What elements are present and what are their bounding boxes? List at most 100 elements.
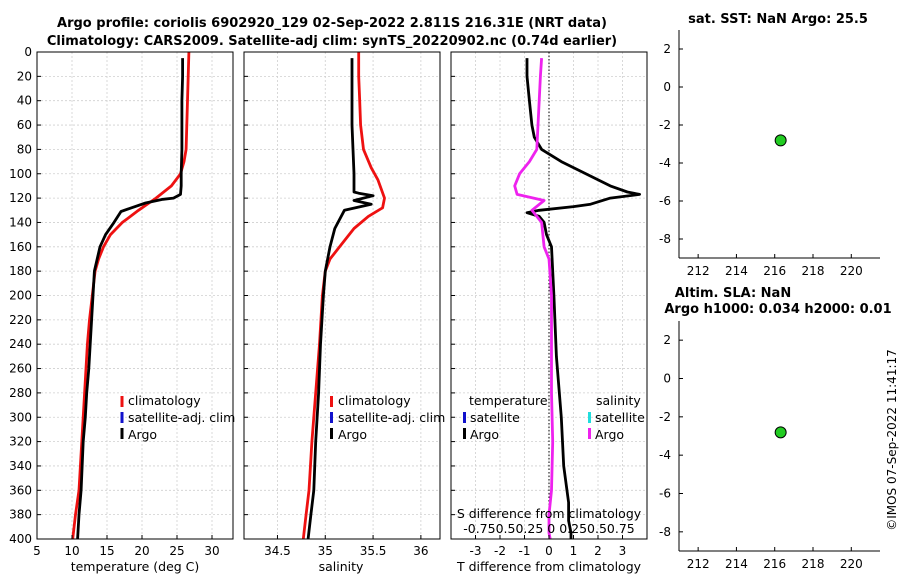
x-tick-label: -1 xyxy=(519,544,531,558)
map-x-tick-label: 216 xyxy=(763,264,786,278)
legend-swatch-t-satellite xyxy=(463,412,466,423)
map-x-tick-label: 218 xyxy=(802,557,825,571)
x-tick-label: 36 xyxy=(413,544,428,558)
salinity-grid xyxy=(244,52,440,539)
y-tick-label: 160 xyxy=(9,240,32,254)
legend-swatch-satellite xyxy=(330,412,333,423)
map-x-tick-label: 220 xyxy=(840,557,863,571)
sla-title-line1: Altim. SLA: NaN xyxy=(675,286,791,301)
temperature-legend: climatology satellite-adj. clim Argo xyxy=(120,393,235,442)
map-y-tick-label: 2 xyxy=(663,333,671,347)
x-tick-label: 3 xyxy=(619,544,627,558)
temperature-xlabel: temperature (deg C) xyxy=(71,559,200,574)
s-difference-ticklabels: -0.750.50.25 0 0.250.50.75 xyxy=(463,521,635,536)
legend-label-satellite: satellite-adj. clim xyxy=(128,410,235,425)
y-tick-label: 320 xyxy=(9,435,32,449)
imos-watermark: ©IMOS 07-Sep-2022 11:41:17 xyxy=(885,349,899,531)
argo-location-point xyxy=(774,426,787,439)
y-tick-label: 260 xyxy=(9,362,32,376)
y-tick-label: 280 xyxy=(9,386,32,400)
difference-ticks: -3 -2 -1 0 1 2 3 xyxy=(451,51,627,558)
legend-swatch-argo xyxy=(330,428,333,439)
y-tick-label: 360 xyxy=(9,483,32,497)
sst-map-panel: sat. SST: NaN Argo: 25.5 2 0 -2 -4 -6 -8 212 21… xyxy=(659,12,880,278)
y-tick-label: 0 xyxy=(24,45,32,59)
y-tick-label: 400 xyxy=(9,532,32,546)
map-x-tick-label: 216 xyxy=(763,557,786,571)
x-tick-label: 35 xyxy=(318,544,333,558)
legend-swatch-argo xyxy=(120,428,124,439)
map-x-tick-label: 218 xyxy=(802,264,825,278)
map-y-tick-label: -6 xyxy=(659,194,671,208)
legend-swatch-climatology xyxy=(330,396,333,407)
y-tick-label: 300 xyxy=(9,410,32,424)
map-y-tick-label: -8 xyxy=(659,525,671,539)
y-tick-label: 120 xyxy=(9,191,32,205)
salinity-ticks: 34.5 35 35.5 36 xyxy=(244,51,429,558)
legend-label-climatology: climatology xyxy=(128,393,201,408)
difference-panel: -3 -2 -1 0 1 2 3 S difference from climatology… xyxy=(450,51,648,574)
salinity-panel: 34.5 35 35.5 36 salinity climatology satell… xyxy=(243,51,445,574)
legend-label-s-satellite: satellite xyxy=(595,410,645,425)
series-climatology-line xyxy=(71,51,191,540)
legend-swatch-t-argo xyxy=(463,428,466,439)
x-tick-label: 15 xyxy=(99,544,114,558)
legend-swatch-s-satellite xyxy=(588,412,591,423)
x-tick-label: 25 xyxy=(169,544,184,558)
x-tick-label: 10 xyxy=(64,544,79,558)
legend-label-climatology: climatology xyxy=(338,393,411,408)
temperature-ticks: 0 20 40 60 80 100 120 140 160 180 200 220 240 260 280 3… xyxy=(9,45,220,558)
x-tick-label: 2 xyxy=(594,544,602,558)
legend-swatch-satellite xyxy=(120,412,124,423)
difference-lines xyxy=(513,58,641,540)
sst-map-ticks: 2 0 -2 -4 -6 -8 212 214 216 218 220 xyxy=(659,30,880,278)
salinity-lines xyxy=(301,52,386,540)
y-tick-label: 220 xyxy=(9,313,32,327)
map-y-tick-label: 2 xyxy=(663,42,671,56)
legend-title-temperature: temperature xyxy=(469,393,548,408)
legend-label-s-argo: Argo xyxy=(595,427,624,442)
y-tick-label: 140 xyxy=(9,215,32,229)
series-climatology-line xyxy=(301,52,386,540)
y-tick-label: 60 xyxy=(17,118,32,132)
y-tick-label: 80 xyxy=(17,142,32,156)
figure-title-line2: Climatology: CARS2009. Satellite-adj cli… xyxy=(47,34,617,49)
legend-swatch-climatology xyxy=(120,396,124,407)
series-argo-line xyxy=(76,58,185,540)
s-difference-label: S difference from climatology xyxy=(457,506,642,521)
y-tick-label: 340 xyxy=(9,459,32,473)
x-tick-label: 5 xyxy=(33,544,41,558)
map-x-tick-label: 212 xyxy=(687,557,710,571)
x-tick-label: 1 xyxy=(570,544,578,558)
map-y-tick-label: -4 xyxy=(659,448,671,462)
difference-xlabel: T difference from climatology xyxy=(456,559,642,574)
legend-title-salinity: salinity xyxy=(596,393,641,408)
x-tick-label: 34.5 xyxy=(264,544,291,558)
map-y-tick-label: -4 xyxy=(659,156,671,170)
temperature-panel: 0 20 40 60 80 100 120 140 160 180 200 220 240 260 280 3… xyxy=(9,45,235,574)
salinity-xlabel: salinity xyxy=(319,559,364,574)
map-x-tick-label: 220 xyxy=(840,264,863,278)
x-tick-label: 35.5 xyxy=(360,544,387,558)
map-y-tick-label: -8 xyxy=(659,232,671,246)
map-y-tick-label: 0 xyxy=(663,80,671,94)
sla-map-panel: Altim. SLA: NaN Argo h1000: 0.034 h2000:… xyxy=(659,286,892,571)
sla-map-ticks: 2 0 -2 -4 -6 -8 212 214 216 218 220 xyxy=(659,321,880,571)
x-tick-label: -2 xyxy=(494,544,506,558)
x-tick-label: 0 xyxy=(545,544,553,558)
y-tick-label: 100 xyxy=(9,167,32,181)
figure-title-line1: Argo profile: coriolis 6902920_129 02-Se… xyxy=(57,16,607,31)
map-x-tick-label: 212 xyxy=(687,264,710,278)
x-tick-label: 20 xyxy=(134,544,149,558)
legend-label-argo: Argo xyxy=(128,427,157,442)
sla-title-line2: Argo h1000: 0.034 h2000: 0.01 xyxy=(664,302,891,317)
x-tick-label: -3 xyxy=(470,544,482,558)
series-s-argo-line xyxy=(513,58,555,540)
legend-label-satellite: satellite-adj. clim xyxy=(338,410,445,425)
difference-legend: temperature salinity satellite Argo sate… xyxy=(463,393,645,442)
salinity-legend: climatology satellite-adj. clim Argo xyxy=(330,393,445,442)
sst-map-points xyxy=(774,134,787,147)
map-y-tick-label: -2 xyxy=(659,118,671,132)
sla-map-points xyxy=(774,426,787,439)
map-y-tick-label: -2 xyxy=(659,410,671,424)
